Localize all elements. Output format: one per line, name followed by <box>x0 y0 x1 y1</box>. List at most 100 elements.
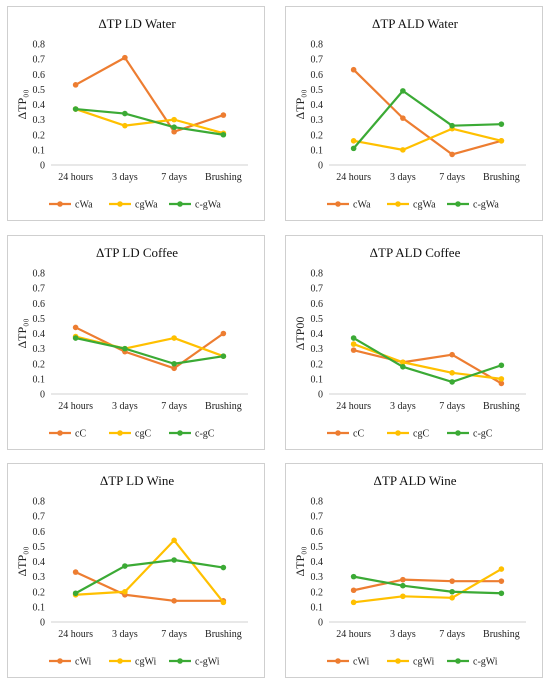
legend-item: c-gWa <box>447 200 499 211</box>
y-tick-label: 0.4 <box>311 329 324 340</box>
y-tick-label: 0.3 <box>311 344 324 355</box>
legend-swatch-marker <box>57 658 63 664</box>
series-line-c-gWa <box>75 107 224 136</box>
y-axis-label: ΔTP₀₀ <box>293 546 307 576</box>
y-tick-label: 0 <box>318 390 323 401</box>
legend-swatch-marker <box>117 658 123 664</box>
y-tick-label: 0.3 <box>311 572 324 583</box>
data-point-cgWa <box>350 138 357 144</box>
x-tick-label: Brushing <box>483 629 520 640</box>
data-point-c-gWa <box>350 145 357 152</box>
legend-label: c-gC <box>473 429 493 440</box>
y-tick-label: 0.1 <box>33 374 46 385</box>
y-tick-label: 0.3 <box>311 115 324 126</box>
y-tick-label: 0.6 <box>311 299 324 310</box>
y-tick-label: 0 <box>40 161 45 172</box>
y-tick-label: 0.2 <box>33 130 46 141</box>
legend-label: cgWa <box>413 200 436 211</box>
series-line-c-gC <box>353 337 502 383</box>
legend-swatch-marker <box>455 658 461 664</box>
series-line-cgWi <box>75 539 225 604</box>
chart-title: ΔTP LD Water <box>98 16 176 31</box>
y-tick-label: 0.8 <box>33 40 46 51</box>
y-tick-label: 0.2 <box>33 359 46 370</box>
data-point-c-gWi <box>498 590 505 597</box>
x-tick-label: 24 hours <box>58 629 93 640</box>
y-tick-label: 0.5 <box>311 85 324 96</box>
data-point-cgWi <box>220 599 227 606</box>
legend-swatch-marker <box>395 201 401 207</box>
x-tick-label: 24 hours <box>336 629 371 640</box>
data-point-cgC <box>400 359 406 366</box>
y-tick-label: 0.5 <box>311 314 324 325</box>
data-point-cC <box>498 380 505 387</box>
data-point-cgWa <box>400 147 406 153</box>
y-tick-label: 0 <box>40 618 45 629</box>
data-point-cC <box>350 347 357 353</box>
y-tick-label: 0.8 <box>33 497 46 508</box>
legend-item: cgC <box>109 429 151 440</box>
chart-panel-ald-water: ΔTP ALD Water ΔTP₀₀ 0 0.1 0.2 0.3 0.4 0.5 0.6 0.7… <box>285 6 543 221</box>
chart-title: ΔTP ALD Wine <box>374 473 457 488</box>
legend-item: cgWa <box>109 200 158 211</box>
chart-svg: ΔTP LD Coffee ΔTP₀₀ 0 0.1 0.2 0.3 0.4 0.5 0.6 0.7… <box>15 245 248 440</box>
data-point-cWa <box>350 66 357 73</box>
legend-item: cWa <box>327 200 371 211</box>
y-tick-label: 0.7 <box>33 284 46 295</box>
y-tick-label: 0.7 <box>311 512 324 523</box>
data-point-cWi <box>400 576 406 583</box>
data-point-cWa <box>220 112 227 118</box>
y-tick-label: 0.4 <box>311 557 324 568</box>
legend-swatch-marker <box>177 658 183 664</box>
chart-svg: ΔTP ALD Wine ΔTP₀₀ 0 0.1 0.2 0.3 0.4 0.5 0.6 0.7 0… <box>293 473 526 668</box>
legend-label: cgWi <box>135 657 156 668</box>
legend-swatch-marker <box>335 430 341 436</box>
legend-label: cgWi <box>413 657 434 668</box>
legend-swatch-marker <box>395 430 401 436</box>
legend-swatch-marker <box>455 201 461 207</box>
series-line-cWi <box>75 571 224 602</box>
legend-label: c-gWi <box>473 657 498 668</box>
data-point-c-gC <box>220 353 227 359</box>
y-tick-label: 0.1 <box>311 374 324 385</box>
data-point-cWi <box>350 587 357 594</box>
chart-svg: ΔTP ALD Coffee ΔTP00 0 0.1 0.2 0.3 0.4 0.5 0.6 0.… <box>293 245 526 440</box>
y-tick-label: 0 <box>318 161 323 172</box>
series-line-cC <box>353 349 502 385</box>
legend-label: c-gC <box>195 429 215 440</box>
y-tick-label: 0.7 <box>33 512 46 523</box>
legend-item: c-gC <box>169 429 215 440</box>
data-point-cgWi <box>122 588 128 595</box>
series-line-cWa <box>75 56 224 133</box>
legend-item: cC <box>49 429 86 440</box>
legend-label: cWi <box>75 657 91 668</box>
data-point-cWa <box>449 151 455 158</box>
series-line-c-gWi <box>75 558 224 595</box>
data-point-c-gWa <box>498 121 505 127</box>
y-tick-label: 0.6 <box>33 527 46 538</box>
series-line-cgWa <box>75 107 224 135</box>
data-point-cWi <box>449 578 455 584</box>
legend-label: cgC <box>413 429 429 440</box>
data-point-cgC <box>350 341 357 347</box>
y-tick-label: 0.8 <box>33 269 46 280</box>
data-point-cWi <box>171 598 177 604</box>
legend-label: cC <box>353 429 364 440</box>
y-tick-label: 0.1 <box>311 602 324 613</box>
legend-item: cWa <box>49 200 93 211</box>
x-tick-label: 7 days <box>161 629 187 640</box>
data-point-c-gC <box>171 360 177 367</box>
legend-label: c-gWa <box>473 200 499 211</box>
legend-item: cgC <box>387 429 429 440</box>
chart-svg: ΔTP LD Water ΔTP₀₀ 0 0.1 0.2 0.3 0.4 0.5 0.6 0.7 0… <box>15 16 248 211</box>
x-tick-label: Brushing <box>205 172 242 183</box>
data-point-c-gC <box>449 379 455 385</box>
legend-swatch-marker <box>395 658 401 664</box>
y-tick-label: 0.2 <box>311 587 324 598</box>
data-point-c-gC <box>400 363 406 370</box>
legend-swatch-marker <box>117 430 123 436</box>
series-line-c-gWa <box>352 89 502 150</box>
data-point-c-gWi <box>350 573 357 580</box>
legend-swatch-marker <box>335 201 341 207</box>
legend-item: c-gC <box>447 429 493 440</box>
